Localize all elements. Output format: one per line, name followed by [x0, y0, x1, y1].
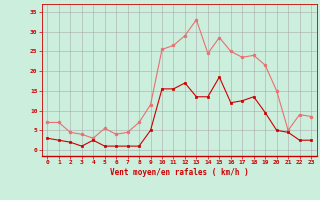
X-axis label: Vent moyen/en rafales ( km/h ): Vent moyen/en rafales ( km/h ): [110, 168, 249, 177]
